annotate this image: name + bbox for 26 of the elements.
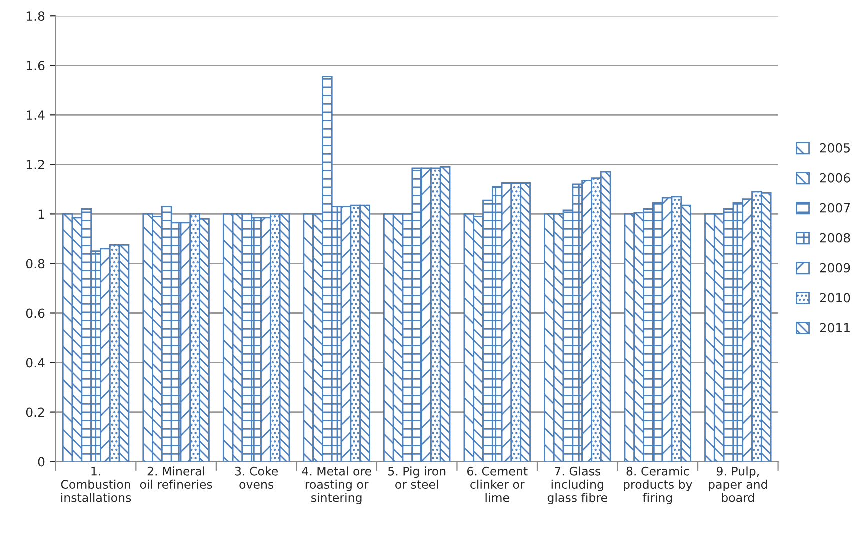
legend-label: 2008 bbox=[820, 233, 850, 243]
legend-label: 2010 bbox=[820, 293, 850, 303]
x-tick-label: 9. Pulp, paper and board bbox=[709, 466, 768, 502]
x-tick-label: 1. Combustion installations bbox=[61, 467, 132, 502]
legend-label: 2009 bbox=[820, 263, 850, 273]
x-tick-label: 5. Pig iron or steel bbox=[388, 466, 446, 490]
x-tick-label: 6. Cement clinker or lime bbox=[467, 466, 528, 502]
legend-label: 2005 bbox=[820, 143, 850, 153]
y-tick-label: 1.8 bbox=[26, 12, 45, 22]
y-tick-label: 0.6 bbox=[26, 308, 45, 318]
legend-label: 2007 bbox=[820, 203, 850, 213]
x-tick-label: 3. Coke ovens bbox=[235, 466, 278, 490]
x-tick-label: 4. Metal ore roasting or sintering bbox=[302, 466, 372, 505]
y-tick-label: 1 bbox=[38, 210, 44, 219]
y-tick-label: 0.2 bbox=[26, 408, 44, 418]
x-tick-label: 2. Mineral oil refineries bbox=[140, 466, 212, 490]
y-tick-label: 1.2 bbox=[26, 160, 44, 170]
y-tick-label: 1.6 bbox=[26, 61, 45, 71]
y-tick-label: 0.4 bbox=[26, 358, 45, 368]
y-tick-label: 0 bbox=[38, 457, 45, 467]
legend-label: 2011 bbox=[820, 323, 850, 333]
x-tick-label: 8. Ceramic products by firing bbox=[624, 466, 692, 505]
legend-label: 2006 bbox=[820, 173, 850, 183]
x-tick-label: 7. Glass including glass fibre bbox=[548, 466, 608, 505]
y-tick-label: 1.4 bbox=[26, 110, 45, 120]
y-tick-label: 0.8 bbox=[26, 259, 45, 269]
